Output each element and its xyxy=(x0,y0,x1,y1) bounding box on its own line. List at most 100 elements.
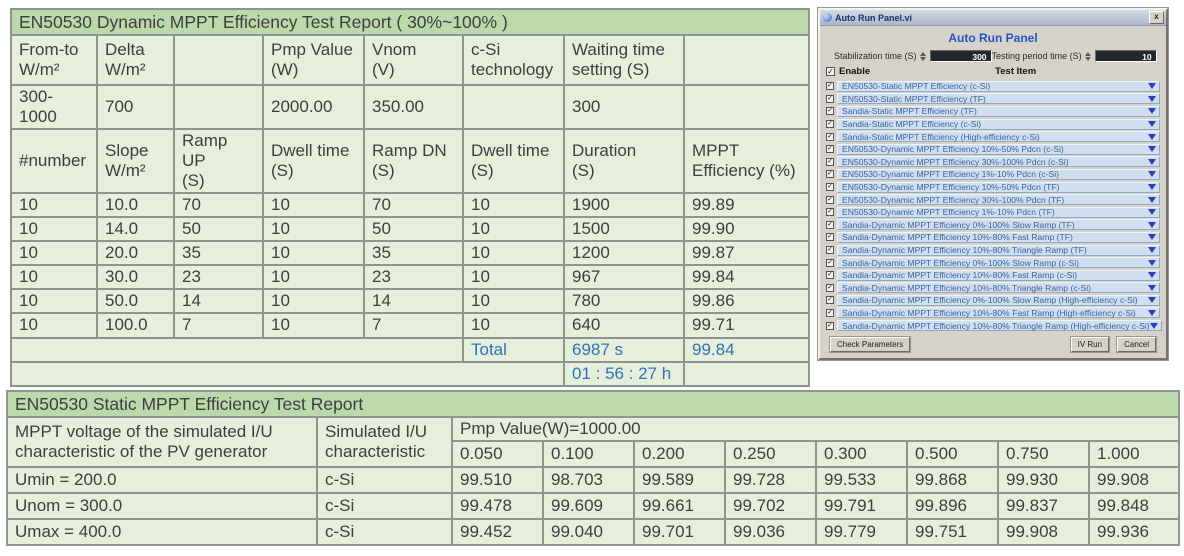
time-controls-row: Stabilization time (S) 300 Testing perio… xyxy=(820,48,1166,64)
chevron-down-icon[interactable] xyxy=(1148,221,1156,228)
chevron-down-icon[interactable] xyxy=(1148,158,1156,165)
efficiency-cell: 99.908 xyxy=(997,518,1090,547)
test-item-select[interactable]: Sandia-Dynamic MPPT Efficiency 0%-100% S… xyxy=(837,294,1160,306)
check-parameters-button[interactable]: Check Parameters xyxy=(830,337,911,352)
chevron-down-icon[interactable] xyxy=(1148,133,1156,140)
column-header: 0.100 xyxy=(542,440,635,469)
item-checkbox[interactable]: ✓ xyxy=(826,208,834,217)
stabilization-time-label: Stabilization time (S) xyxy=(834,51,917,61)
chevron-down-icon[interactable] xyxy=(1148,95,1156,102)
table-cell: 10 xyxy=(462,312,565,339)
test-item-name: EN50530-Dynamic MPPT Efficiency 10%-50% … xyxy=(842,182,1060,193)
test-item-select[interactable]: EN50530-Static MPPT Efficiency (TF) xyxy=(837,93,1160,105)
test-item-select[interactable]: EN50530-Static MPPT Efficiency (c-Si) xyxy=(837,80,1160,92)
test-item-row: ✓ EN50530-Dynamic MPPT Efficiency 1%-10%… xyxy=(826,168,1160,181)
test-item-name: Sandia-Dynamic MPPT Efficiency 10%-80% T… xyxy=(842,282,1091,293)
chevron-down-icon[interactable] xyxy=(1148,247,1156,254)
chevron-down-icon[interactable] xyxy=(1149,322,1158,329)
test-item-name: Sandia-Dynamic MPPT Efficiency 10%-80% T… xyxy=(842,320,1150,331)
item-checkbox[interactable]: ✓ xyxy=(826,195,834,204)
spinner-icon[interactable] xyxy=(1084,51,1092,62)
test-item-row: ✓ Sandia-Dynamic MPPT Efficiency 10%-80%… xyxy=(826,307,1160,320)
enable-all-checkbox[interactable]: ✓ xyxy=(826,67,835,76)
column-header xyxy=(682,34,811,86)
chevron-down-icon[interactable] xyxy=(1148,171,1156,178)
table-row: Umax = 400.0 c-Si 99.452 99.040 99.701 9… xyxy=(6,518,1181,547)
item-checkbox[interactable]: ✓ xyxy=(826,246,834,255)
test-item-select[interactable]: Sandia-Dynamic MPPT Efficiency 10%-80% T… xyxy=(837,244,1160,256)
item-checkbox[interactable]: ✓ xyxy=(826,271,834,280)
chevron-down-icon[interactable] xyxy=(1148,297,1156,304)
chevron-down-icon[interactable] xyxy=(1148,234,1156,241)
chevron-down-icon[interactable] xyxy=(1148,259,1156,266)
item-checkbox[interactable]: ✓ xyxy=(826,296,834,305)
table-cell: 14.0 xyxy=(96,216,175,243)
test-item-select[interactable]: Sandia-Dynamic MPPT Efficiency 10%-80% F… xyxy=(837,307,1160,319)
table-cell xyxy=(682,360,811,387)
item-checkbox[interactable]: ✓ xyxy=(826,258,834,267)
chevron-down-icon[interactable] xyxy=(1148,309,1156,316)
test-item-select[interactable]: EN50530-Dynamic MPPT Efficiency 10%-50% … xyxy=(837,181,1160,193)
close-icon[interactable]: x xyxy=(1149,11,1164,24)
stabilization-time-input[interactable]: 300 xyxy=(929,50,992,62)
test-item-select[interactable]: Sandia-Static MPPT Efficiency (High-effi… xyxy=(837,131,1160,143)
cancel-button[interactable]: Cancel xyxy=(1117,337,1156,352)
test-item-row: ✓ EN50530-Dynamic MPPT Efficiency 10%-50… xyxy=(826,143,1160,156)
item-checkbox[interactable]: ✓ xyxy=(826,132,834,141)
item-checkbox[interactable]: ✓ xyxy=(826,120,834,129)
test-item-row: ✓ Sandia-Dynamic MPPT Efficiency 10%-80%… xyxy=(826,282,1160,295)
test-item-select[interactable]: Sandia-Dynamic MPPT Efficiency 0%-100% S… xyxy=(837,257,1160,269)
testing-period-input[interactable]: 10 xyxy=(1094,50,1157,62)
test-item-select[interactable]: EN50530-Dynamic MPPT Efficiency 10%-50% … xyxy=(837,143,1160,155)
test-item-row: ✓ Sandia-Static MPPT Efficiency (High-ef… xyxy=(826,130,1160,143)
iv-run-button[interactable]: IV Run xyxy=(1070,337,1110,352)
test-item-select[interactable]: Sandia-Dynamic MPPT Efficiency 0%-100% S… xyxy=(837,219,1160,231)
test-item-select[interactable]: EN50530-Dynamic MPPT Efficiency 1%-10% P… xyxy=(837,206,1160,218)
test-item-select[interactable]: EN50530-Dynamic MPPT Efficiency 30%-100%… xyxy=(837,156,1160,168)
chevron-down-icon[interactable] xyxy=(1148,196,1156,203)
chevron-down-icon[interactable] xyxy=(1148,146,1156,153)
testing-period-label: Testing period time (S) xyxy=(991,51,1082,61)
chevron-down-icon[interactable] xyxy=(1148,83,1156,90)
test-item-select[interactable]: Sandia-Dynamic MPPT Efficiency 10%-80% T… xyxy=(837,282,1160,294)
test-item-select[interactable]: Sandia-Dynamic MPPT Efficiency 10%-80% T… xyxy=(837,320,1162,332)
total-efficiency: 99.84 xyxy=(682,336,811,363)
chevron-down-icon[interactable] xyxy=(1148,272,1156,279)
item-checkbox[interactable]: ✓ xyxy=(826,82,834,91)
test-item-select[interactable]: Sandia-Dynamic MPPT Efficiency 10%-80% F… xyxy=(837,269,1160,281)
dynamic-report-table: EN50530 Dynamic MPPT Efficiency Test Rep… xyxy=(9,8,811,387)
test-item-select[interactable]: EN50530-Dynamic MPPT Efficiency 1%-10% P… xyxy=(837,168,1160,180)
chevron-down-icon[interactable] xyxy=(1148,184,1156,191)
test-item-name: Sandia-Static MPPT Efficiency (c-Si) xyxy=(842,119,982,130)
item-checkbox[interactable]: ✓ xyxy=(826,170,834,179)
item-checkbox[interactable]: ✓ xyxy=(826,321,834,330)
test-item-select[interactable]: Sandia-Static MPPT Efficiency (TF) xyxy=(837,105,1160,117)
test-item-select[interactable]: EN50530-Dynamic MPPT Efficiency 30%-100%… xyxy=(837,194,1160,206)
table-cell: 23 xyxy=(173,264,264,291)
chevron-down-icon[interactable] xyxy=(1148,121,1156,128)
test-item-select[interactable]: Sandia-Static MPPT Efficiency (c-Si) xyxy=(837,118,1160,130)
item-checkbox[interactable]: ✓ xyxy=(826,107,834,116)
efficiency-cell: 99.751 xyxy=(906,518,999,547)
characteristic-cell: c-Si xyxy=(316,492,453,521)
column-header: Ramp UP (S) xyxy=(173,128,264,195)
item-checkbox[interactable]: ✓ xyxy=(826,145,834,154)
item-checkbox[interactable]: ✓ xyxy=(826,157,834,166)
item-checkbox[interactable]: ✓ xyxy=(826,283,834,292)
spinner-icon[interactable] xyxy=(919,51,927,62)
efficiency-cell: 99.040 xyxy=(542,518,635,547)
item-checkbox[interactable]: ✓ xyxy=(826,183,834,192)
test-item-select[interactable]: Sandia-Dynamic MPPT Efficiency 10%-80% F… xyxy=(837,231,1160,243)
window-titlebar[interactable]: Auto Run Panel.vi x xyxy=(820,10,1166,26)
chevron-down-icon[interactable] xyxy=(1148,209,1156,216)
chevron-down-icon[interactable] xyxy=(1148,284,1156,291)
item-checkbox[interactable]: ✓ xyxy=(826,94,834,103)
chevron-down-icon[interactable] xyxy=(1148,108,1156,115)
item-checkbox[interactable]: ✓ xyxy=(826,308,834,317)
table-row: EN50530 Static MPPT Efficiency Test Repo… xyxy=(5,390,1181,418)
table-cell xyxy=(173,83,264,131)
voltage-cell: Umin = 200.0 xyxy=(6,466,318,495)
item-checkbox[interactable]: ✓ xyxy=(826,220,834,229)
auto-run-panel-window: Auto Run Panel.vi x Auto Run Panel Stabi… xyxy=(818,8,1168,360)
item-checkbox[interactable]: ✓ xyxy=(826,233,834,242)
